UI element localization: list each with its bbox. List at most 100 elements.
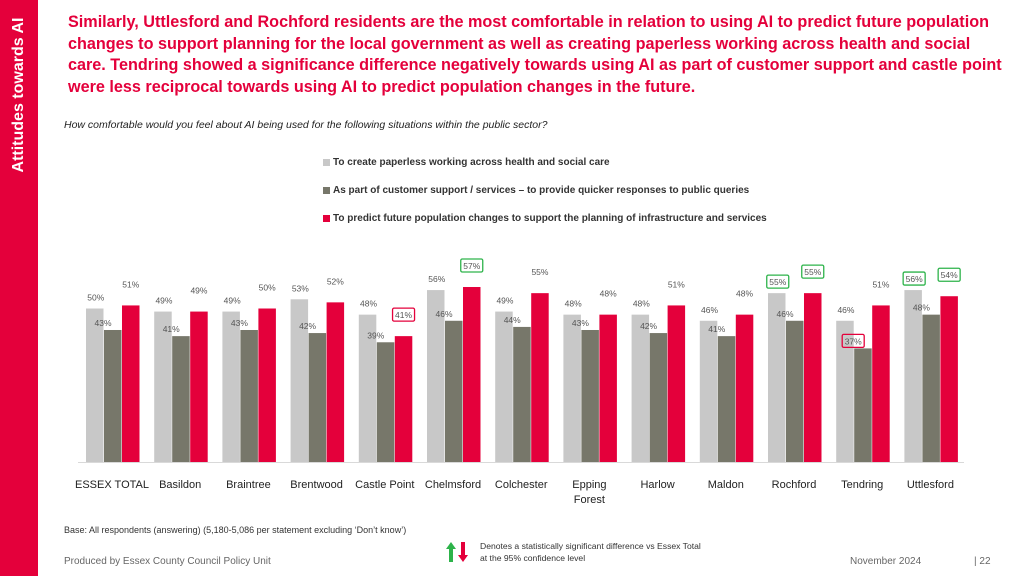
legend-label: To create paperless working across healt… bbox=[333, 157, 610, 168]
bar bbox=[854, 348, 872, 462]
bar bbox=[154, 311, 172, 462]
bar bbox=[104, 329, 122, 462]
significance-box bbox=[902, 271, 926, 286]
bar bbox=[872, 305, 890, 462]
significance-arrows-icon bbox=[446, 542, 468, 562]
data-label: 53% bbox=[292, 283, 309, 293]
data-label: 41% bbox=[395, 310, 412, 320]
data-label: 56% bbox=[428, 274, 445, 284]
bar bbox=[904, 290, 922, 462]
category-label: Braintree bbox=[226, 479, 271, 491]
bar bbox=[358, 314, 377, 462]
data-label: 41% bbox=[708, 324, 725, 334]
bar bbox=[804, 293, 822, 462]
data-label: 46% bbox=[701, 305, 718, 315]
data-label: 49% bbox=[155, 296, 172, 306]
footer-base-note: Base: All respondents (answering) (5,180… bbox=[64, 525, 407, 535]
data-label: 48% bbox=[736, 289, 753, 299]
legend-item-customer-support: As part of customer support / services –… bbox=[323, 185, 749, 196]
data-label: 50% bbox=[259, 283, 276, 293]
bar bbox=[258, 308, 276, 462]
bar bbox=[631, 314, 650, 462]
bar bbox=[581, 329, 599, 462]
page-number: | 22 bbox=[974, 556, 991, 567]
data-label: 43% bbox=[231, 318, 248, 328]
data-label: 46% bbox=[435, 309, 452, 319]
category-label: Tendring bbox=[841, 479, 883, 491]
category-label: Epping Forest bbox=[572, 479, 606, 506]
legend-swatch-icon bbox=[323, 159, 330, 166]
bar bbox=[513, 326, 531, 462]
legend-label: To predict future population changes to … bbox=[333, 213, 767, 224]
data-label: 46% bbox=[776, 309, 793, 319]
data-label: 50% bbox=[87, 293, 104, 303]
data-label: 46% bbox=[837, 305, 854, 315]
bar bbox=[222, 311, 240, 462]
bar bbox=[427, 290, 445, 462]
bar bbox=[172, 336, 190, 462]
data-label: 41% bbox=[163, 324, 180, 334]
category-label: Chelmsford bbox=[425, 479, 481, 491]
data-label: 49% bbox=[224, 296, 241, 306]
sidebar: Attitudes towards AI bbox=[0, 0, 38, 576]
bar bbox=[922, 314, 940, 462]
data-label: 48% bbox=[913, 303, 930, 313]
bar bbox=[495, 311, 513, 462]
footer-date: November 2024 bbox=[850, 556, 922, 567]
bar bbox=[836, 320, 854, 462]
data-label: 49% bbox=[496, 296, 513, 306]
data-label: 57% bbox=[463, 261, 480, 271]
data-label: 52% bbox=[327, 276, 344, 286]
data-label: 55% bbox=[769, 277, 786, 287]
data-label: 55% bbox=[531, 267, 548, 277]
data-label: 48% bbox=[633, 299, 650, 309]
category-label: Harlow bbox=[640, 479, 674, 491]
legend-swatch-icon bbox=[323, 187, 330, 194]
bar bbox=[531, 293, 549, 462]
bar bbox=[122, 305, 140, 462]
bar bbox=[699, 320, 718, 462]
bar bbox=[308, 333, 327, 462]
bar bbox=[376, 342, 395, 462]
significance-box bbox=[766, 274, 790, 289]
data-label: 51% bbox=[122, 279, 139, 289]
bar bbox=[86, 308, 104, 462]
category-label: Colchester bbox=[495, 479, 548, 491]
category-label: Basildon bbox=[159, 479, 201, 491]
significance-box bbox=[841, 333, 865, 349]
data-label: 44% bbox=[504, 315, 521, 325]
bar bbox=[326, 302, 345, 462]
chart-question: How comfortable would you feel about AI … bbox=[64, 119, 548, 131]
data-label: 51% bbox=[668, 279, 685, 289]
bar bbox=[786, 320, 804, 462]
bar bbox=[463, 287, 481, 462]
category-label: Rochford bbox=[772, 479, 817, 491]
category-label: ESSEX TOTAL bbox=[75, 479, 149, 491]
significance-box bbox=[460, 258, 484, 273]
bar bbox=[649, 333, 668, 462]
headline: Similarly, Uttlesford and Rochford resid… bbox=[68, 13, 1002, 96]
bar bbox=[599, 314, 617, 462]
data-label: 48% bbox=[565, 299, 582, 309]
data-label: 48% bbox=[600, 289, 617, 299]
bar bbox=[940, 296, 958, 462]
bar bbox=[717, 336, 736, 462]
significance-box bbox=[391, 307, 416, 322]
legend-item-population: To predict future population changes to … bbox=[323, 213, 767, 224]
data-label: 42% bbox=[299, 321, 316, 331]
category-label: Uttlesford bbox=[907, 479, 954, 491]
legend-swatch-icon bbox=[323, 215, 330, 222]
legend-item-paperless: To create paperless working across healt… bbox=[323, 157, 610, 168]
bar bbox=[768, 293, 786, 462]
data-label: 56% bbox=[906, 274, 923, 284]
category-label: Maldon bbox=[708, 479, 744, 491]
significance-note: Denotes a statistically significant diff… bbox=[480, 541, 701, 563]
bar bbox=[290, 299, 309, 462]
data-label: 43% bbox=[94, 318, 111, 328]
data-label: 39% bbox=[367, 330, 384, 340]
data-label: 42% bbox=[640, 321, 657, 331]
bar bbox=[190, 311, 208, 462]
footer-producer: Produced by Essex County Council Policy … bbox=[64, 556, 271, 567]
data-label: 55% bbox=[804, 267, 821, 277]
